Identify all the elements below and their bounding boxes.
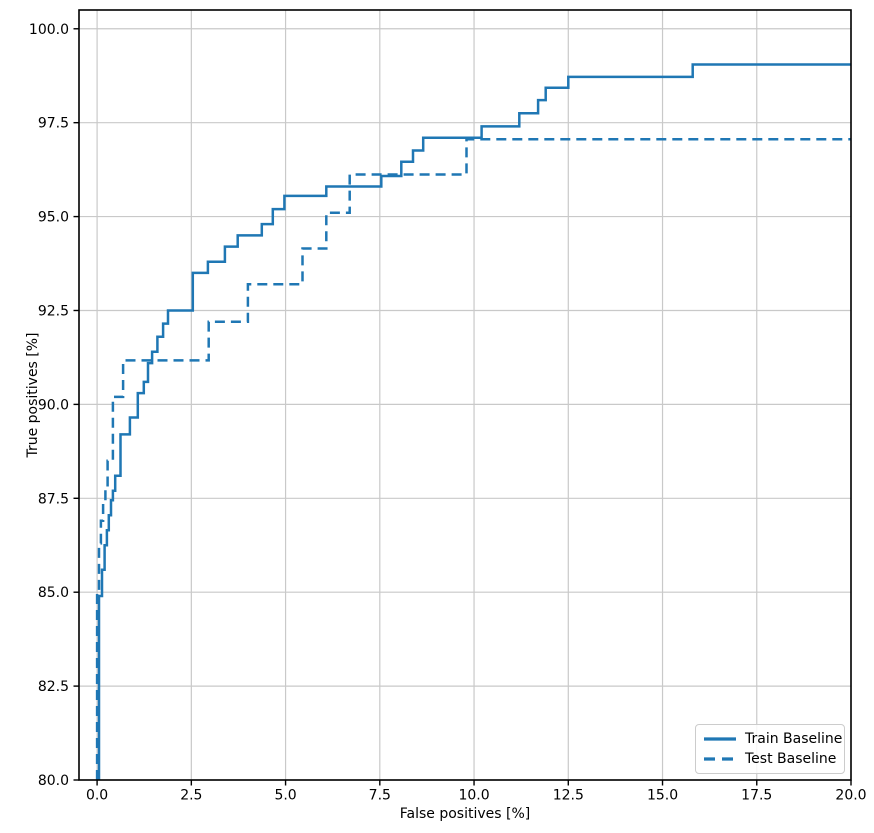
y-tick-label: 90.0: [38, 397, 69, 413]
legend-label-test-baseline: Test Baseline: [745, 751, 837, 767]
x-tick-label: 0.0: [86, 788, 108, 804]
x-tick-label: 5.0: [274, 788, 296, 804]
y-tick-label: 80.0: [38, 773, 69, 789]
y-tick-label: 82.5: [38, 679, 69, 695]
series-line-test-baseline: [95, 137, 851, 780]
x-tick-label: 12.5: [553, 788, 584, 804]
y-axis-label: True positives [%]: [25, 332, 41, 458]
x-tick-label: 2.5: [180, 788, 202, 804]
test-baseline-line-sample: [704, 757, 736, 761]
series-line-train-baseline: [97, 63, 851, 780]
legend-item-test-baseline: Test Baseline: [704, 750, 836, 768]
x-axis-label: False positives [%]: [399, 806, 531, 822]
y-tick-label: 97.5: [38, 116, 69, 132]
y-tick-label: 87.5: [38, 491, 69, 507]
legend: Train Baseline Test Baseline: [695, 724, 845, 774]
legend-item-train-baseline: Train Baseline: [704, 730, 842, 748]
x-tick-label: 17.5: [741, 788, 772, 804]
y-tick-label: 92.5: [38, 303, 69, 319]
x-tick-label: 10.0: [458, 788, 489, 804]
y-tick-label: 100.0: [29, 22, 69, 38]
train-baseline-line-sample: [704, 737, 736, 741]
y-tick-label: 85.0: [38, 585, 69, 601]
x-tick-label: 7.5: [369, 788, 391, 804]
y-tick-label: 95.0: [38, 210, 69, 226]
x-tick-label: 20.0: [835, 788, 866, 804]
axes-frame: [78, 9, 852, 781]
x-tick-label: 15.0: [647, 788, 678, 804]
legend-label-train-baseline: Train Baseline: [745, 731, 843, 747]
